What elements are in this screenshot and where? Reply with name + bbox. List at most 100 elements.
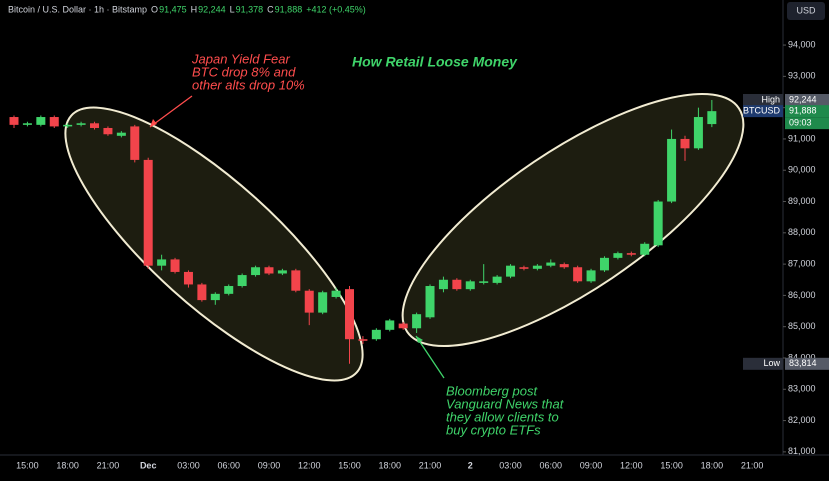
header-value: 91,378 — [236, 4, 264, 14]
candle-body — [304, 290, 314, 313]
x-tick-label: 12:00 — [620, 460, 643, 470]
price-tag-name: Low — [763, 358, 780, 368]
price-tag-name-bg — [743, 105, 783, 118]
x-tick-label: 18:00 — [378, 460, 401, 470]
candle-body — [264, 267, 274, 274]
price-tag-timer: 09:03 — [789, 118, 812, 128]
x-tick-label: 12:00 — [298, 460, 321, 470]
y-tick-label: 82,000 — [788, 415, 816, 425]
candle-body — [438, 279, 448, 290]
candle-body — [519, 267, 529, 269]
timer-bg — [785, 117, 829, 130]
candle-body — [143, 159, 153, 266]
candle-body — [412, 314, 422, 329]
header-value: 92,244 — [198, 4, 226, 14]
price-tag-bg — [785, 94, 829, 107]
y-tick-label: 86,000 — [788, 290, 816, 300]
candle-body — [130, 126, 140, 160]
y-tick-label: 90,000 — [788, 165, 816, 175]
annotation: Vanguard News that — [446, 396, 565, 411]
price-tag-value: 92,244 — [789, 94, 817, 104]
candle-body — [371, 329, 381, 340]
header-text: Bitcoin / U.S. Dollar · 1h · Bitstamp — [8, 4, 147, 14]
x-tick-label: Dec — [140, 460, 157, 470]
header-key: L — [230, 4, 235, 14]
candle-body — [157, 259, 167, 266]
x-tick-label: 06:00 — [540, 460, 563, 470]
candle-body — [358, 339, 368, 341]
price-tag-name-bg — [743, 94, 783, 107]
candle-body — [103, 127, 113, 135]
price-tag-name-bg — [743, 357, 783, 370]
candle-body — [398, 323, 408, 329]
candle-body — [291, 270, 301, 291]
y-tick-label: 91,000 — [788, 133, 816, 143]
header: Bitcoin / U.S. Dollar · 1h · Bitstamp O 91… — [8, 4, 366, 14]
x-tick-label: 18:00 — [56, 460, 79, 470]
candle-body — [331, 290, 341, 297]
candle-body — [90, 123, 100, 128]
currency-box — [787, 2, 825, 20]
arrow — [415, 335, 445, 379]
candle-body — [210, 293, 220, 301]
arrow — [149, 95, 193, 128]
annotation: buy crypto ETFs — [446, 422, 541, 437]
candle-body — [707, 111, 717, 125]
candle-body — [345, 289, 354, 340]
y-tick-label: 89,000 — [788, 196, 816, 206]
header-key: H — [191, 4, 198, 14]
y-tick-label: 88,000 — [788, 227, 816, 237]
candle-body — [492, 276, 502, 283]
candle-body — [532, 265, 542, 269]
chart-title: How Retail Loose Money — [352, 54, 518, 70]
arrow-head — [150, 119, 157, 127]
y-tick-label: 87,000 — [788, 258, 816, 268]
x-tick-label: 06:00 — [217, 460, 240, 470]
price-tag-bg — [785, 105, 829, 118]
price-tag-name: High — [761, 94, 780, 104]
candle-body — [251, 267, 261, 276]
y-tick-label: 85,000 — [788, 321, 816, 331]
candle-body — [479, 281, 489, 283]
candle-body — [76, 123, 86, 125]
x-tick-label: 18:00 — [701, 460, 724, 470]
price-tag-value: 83,814 — [789, 358, 817, 368]
price-tag-value: 91,888 — [789, 106, 817, 116]
header-key: C — [267, 4, 274, 14]
candle-body — [22, 123, 32, 125]
candle-body — [465, 281, 475, 290]
y-tick-label: 93,000 — [788, 71, 816, 81]
candle-body — [559, 264, 569, 268]
candle-body — [9, 117, 19, 125]
candle-body — [599, 257, 609, 271]
candle-body — [546, 262, 556, 266]
x-tick-label: 21:00 — [97, 460, 120, 470]
x-tick-label: 15:00 — [660, 460, 683, 470]
header-key: O — [151, 4, 158, 14]
candle-body — [653, 201, 663, 246]
annotation: other alts drop 10% — [192, 77, 305, 92]
candle-body — [116, 132, 126, 136]
candle-body — [237, 275, 247, 287]
arrow-head — [416, 336, 423, 343]
candle-body — [49, 117, 59, 127]
x-tick-label: 2 — [468, 460, 473, 470]
y-tick-label: 84,000 — [788, 352, 816, 362]
x-tick-label: 09:00 — [580, 460, 603, 470]
candle-body — [277, 270, 287, 274]
candle-body — [170, 259, 180, 272]
candle-body — [385, 320, 395, 330]
x-tick-label: 15:00 — [338, 460, 361, 470]
header-value: 91,475 — [159, 4, 187, 14]
candle-body — [197, 284, 207, 301]
x-tick-label: 15:00 — [16, 460, 39, 470]
price-tag-bg — [785, 357, 829, 370]
header-value: 91,888 — [275, 4, 303, 14]
x-tick-label: 21:00 — [419, 460, 442, 470]
candle-body — [36, 117, 46, 125]
annotation: Japan Yield Fear — [191, 51, 290, 66]
candle-body — [183, 271, 193, 285]
candle-body — [573, 267, 583, 282]
x-tick-label: 03:00 — [499, 460, 522, 470]
